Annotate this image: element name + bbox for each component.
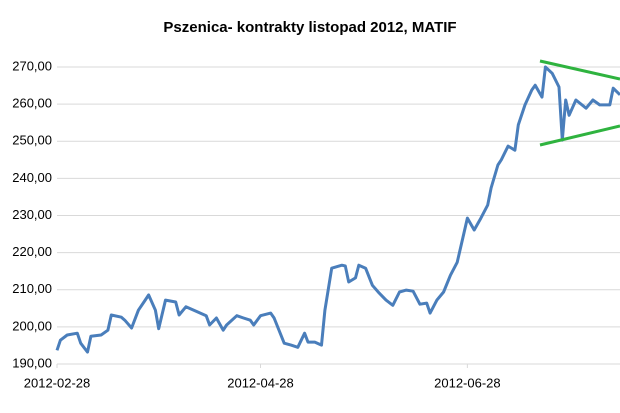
y-tick-label: 210,00 <box>12 281 52 296</box>
trend-line <box>539 59 620 81</box>
chart-title: Pszenica- kontrakty listopad 2012, MATIF <box>163 19 456 36</box>
y-tick-label: 230,00 <box>12 207 52 222</box>
trend-line <box>539 124 620 147</box>
y-tick-label: 220,00 <box>12 244 52 259</box>
y-tick-label: 260,00 <box>12 96 52 111</box>
y-tick-label: 240,00 <box>12 170 52 185</box>
x-tick-label: 2012-02-28 <box>24 375 91 390</box>
grid <box>56 66 620 368</box>
x-tick-label: 2012-04-28 <box>227 375 294 390</box>
y-tick-label: 190,00 <box>12 355 52 370</box>
y-tick-label: 250,00 <box>12 133 52 148</box>
line-series <box>55 65 620 354</box>
y-tick-label: 200,00 <box>12 318 52 333</box>
x-tick-label: 2012-06-28 <box>434 375 501 390</box>
y-tick-label: 270,00 <box>12 58 52 73</box>
plot <box>55 65 620 354</box>
